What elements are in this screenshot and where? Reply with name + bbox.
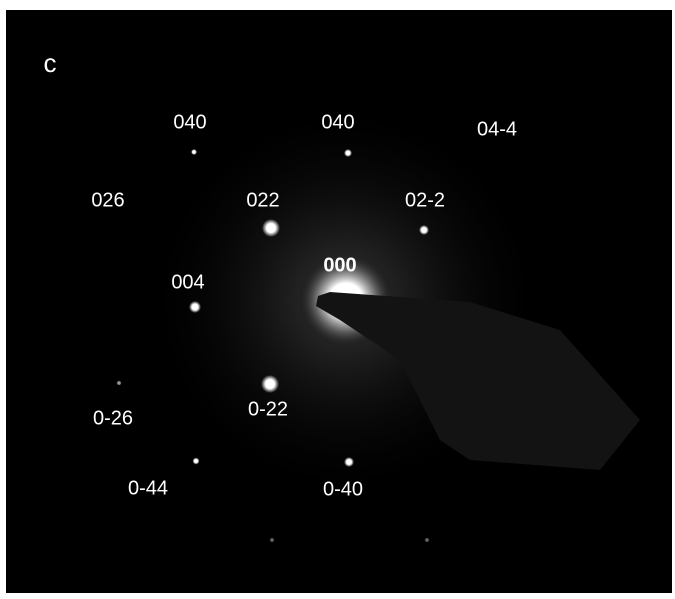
- spot: [189, 301, 201, 313]
- spot: [193, 458, 200, 465]
- spot: [261, 375, 279, 393]
- spot-label: 02-2: [405, 189, 445, 211]
- spot-label: 0-40: [323, 478, 363, 500]
- spot: [344, 149, 352, 157]
- panel-label: c: [44, 48, 57, 78]
- spot-label: 022: [246, 189, 279, 211]
- spot-label: 040: [173, 111, 206, 133]
- diffraction-figure: c 040 040 04-4 026 022 02-2 000 004 0-26…: [0, 0, 675, 599]
- spot: [191, 149, 197, 155]
- spot-label: 026: [91, 189, 124, 211]
- spot: [425, 538, 430, 543]
- spot: [419, 225, 429, 235]
- spot: [344, 457, 354, 467]
- spot-label: 000: [323, 254, 356, 276]
- spot-label: 004: [171, 271, 204, 293]
- spot-label: 0-22: [248, 398, 288, 420]
- spot-label: 040: [321, 111, 354, 133]
- spot-label: 0-44: [128, 477, 168, 499]
- spot: [270, 538, 275, 543]
- spot-label: 04-4: [477, 118, 517, 140]
- spot-label: 0-26: [93, 407, 133, 429]
- spot: [117, 381, 122, 386]
- spot: [262, 219, 280, 237]
